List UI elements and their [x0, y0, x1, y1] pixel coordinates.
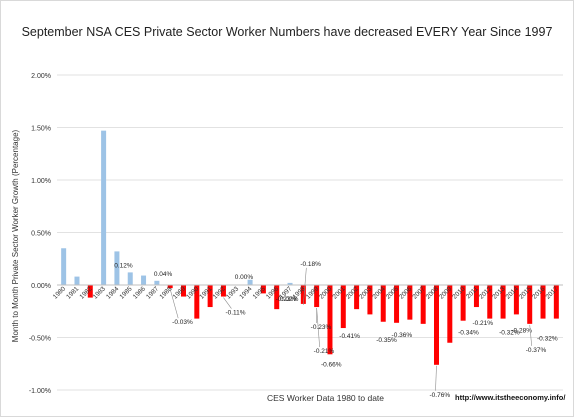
data-label: -0.66% — [321, 361, 342, 368]
data-label: -0.34% — [458, 330, 479, 337]
bar — [354, 285, 360, 310]
bar — [500, 285, 506, 319]
bar — [127, 272, 133, 285]
y-tick-label: -1.00% — [29, 388, 51, 395]
x-tick-label: 1984 — [105, 285, 120, 300]
data-label: -0.37% — [526, 347, 547, 354]
bar — [340, 285, 346, 329]
bar — [447, 285, 453, 343]
bar — [380, 285, 386, 322]
data-label: -0.11% — [225, 310, 245, 317]
bar — [367, 285, 373, 315]
x-axis-label: CES Worker Data 1980 to date — [267, 393, 385, 403]
data-label: 0.00% — [235, 274, 254, 281]
data-label: -0.18% — [300, 261, 321, 268]
data-label-leader — [529, 324, 533, 346]
data-label-leader — [169, 289, 179, 319]
chart-title: September NSA CES Private Sector Worker … — [21, 25, 553, 39]
bar — [101, 130, 107, 285]
bar — [527, 285, 533, 324]
data-label: -0.35% — [376, 337, 397, 344]
y-tick-label: 2.00% — [31, 73, 51, 80]
data-label: 0.12% — [114, 262, 133, 269]
bar — [314, 285, 320, 308]
bar — [181, 285, 186, 297]
data-label: -0.32% — [499, 330, 520, 337]
bar — [287, 282, 293, 285]
bar — [420, 285, 426, 324]
bar — [61, 248, 67, 285]
bar — [487, 285, 493, 319]
bar — [327, 285, 333, 355]
x-tick-label: 1985 — [118, 285, 133, 300]
x-tick-label: 1980 — [52, 285, 67, 300]
bar — [167, 285, 173, 289]
bar — [434, 285, 439, 365]
source-url: http://www.itstheeconomy.info/ — [455, 393, 566, 402]
data-label: -0.03% — [172, 319, 193, 326]
data-label: -0.23% — [311, 324, 332, 331]
data-label: -0.76% — [430, 392, 451, 399]
y-tick-label: 1.00% — [31, 178, 51, 185]
x-tick-label: 1987 — [145, 285, 160, 300]
data-label-leader — [223, 297, 232, 309]
data-label: 0.04% — [154, 271, 173, 278]
bar — [87, 285, 93, 298]
data-label: -0.28% — [511, 327, 532, 334]
bar — [74, 276, 80, 285]
data-label: -0.21% — [472, 320, 493, 327]
x-tick-label: 1981 — [65, 285, 80, 300]
bar — [154, 280, 160, 285]
x-tick-label: 1983 — [92, 285, 107, 300]
data-label: 0.02% — [280, 296, 299, 303]
data-label-leader — [435, 365, 437, 391]
data-label: -0.23% — [276, 296, 297, 303]
bar — [247, 279, 253, 285]
bar — [407, 285, 413, 320]
x-tick-label: 1993 — [225, 285, 240, 300]
y-tick-label: -0.50% — [29, 336, 51, 343]
data-label: -0.21% — [314, 348, 335, 355]
x-tick-label: 1994 — [238, 285, 253, 300]
bar — [194, 285, 200, 319]
bar — [553, 285, 559, 319]
y-tick-label: 0.50% — [31, 231, 51, 238]
data-label: -0.41% — [339, 333, 360, 340]
bar — [207, 285, 213, 308]
data-label: -0.36% — [392, 332, 413, 339]
bar — [260, 285, 266, 294]
bar — [394, 285, 400, 323]
bar — [460, 285, 466, 321]
bar — [141, 275, 147, 285]
bar — [274, 285, 280, 310]
bar — [540, 285, 546, 319]
bar — [220, 285, 226, 297]
data-label-leader — [303, 267, 307, 305]
bar — [300, 285, 306, 304]
bar — [513, 285, 519, 315]
y-tick-label: 1.50% — [31, 126, 51, 133]
data-label-leader — [316, 308, 320, 348]
bar — [473, 285, 479, 308]
y-tick-label: 0.00% — [31, 283, 51, 290]
x-tick-label: 1986 — [132, 285, 147, 300]
bar — [114, 251, 120, 285]
data-label: -0.32% — [537, 336, 558, 343]
